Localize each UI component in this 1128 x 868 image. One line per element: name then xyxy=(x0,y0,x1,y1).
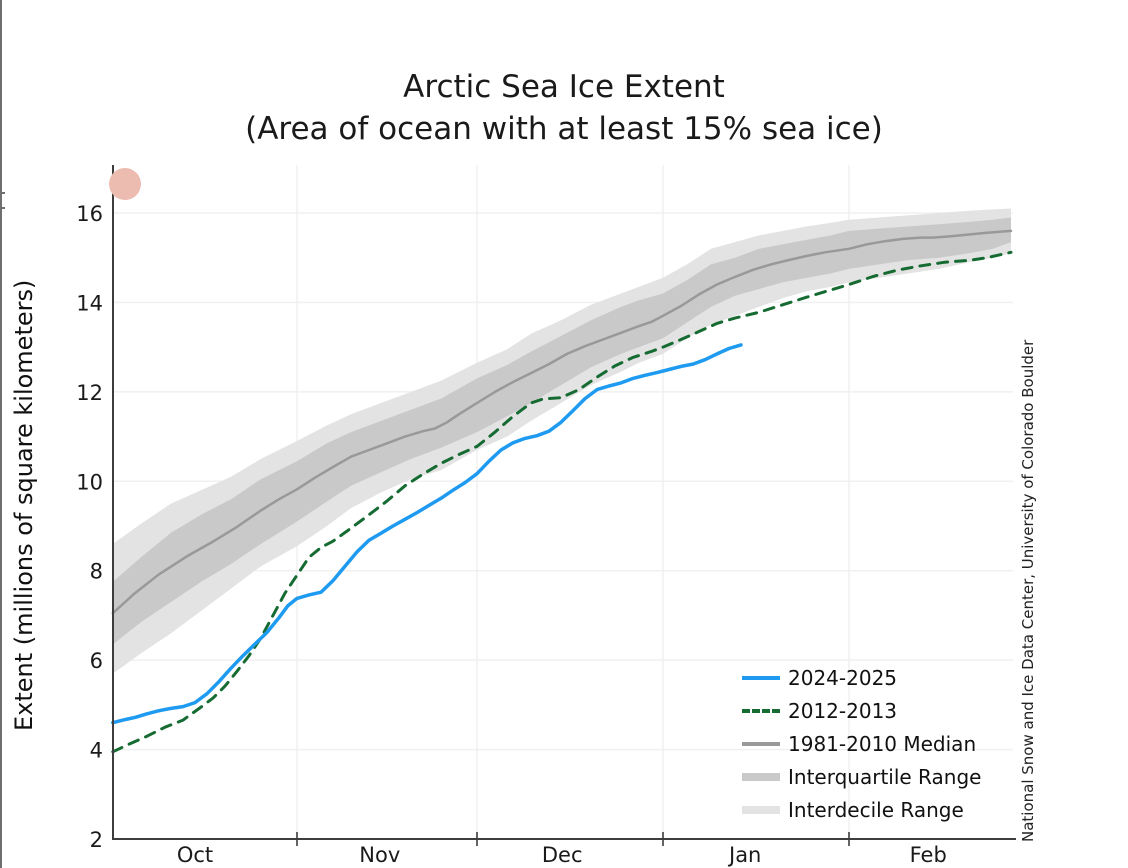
series-line-2024-2025 xyxy=(111,343,743,725)
chart-title: Arctic Sea Ice Extent xyxy=(403,69,725,105)
chart-legend: 2024-2025 2012-2013 1981-2010 Median Interq… xyxy=(742,661,981,826)
window-edge-notch xyxy=(0,207,5,209)
chart-subtitle: (Area of ocean with at least 15% sea ice… xyxy=(245,111,883,147)
legend-swatch xyxy=(742,741,780,746)
interdecile-range-band xyxy=(112,208,1012,674)
y-tick-label: 2 xyxy=(90,828,103,852)
legend-swatch xyxy=(742,675,780,680)
legend-swatch xyxy=(742,708,780,713)
x-tick-label: Jan xyxy=(727,843,761,867)
y-tick-label: 8 xyxy=(90,560,103,584)
x-tick-label: Nov xyxy=(359,843,400,867)
y-tick-label: 6 xyxy=(90,649,103,673)
legend-item-interquartile-range[interactable]: Interquartile Range xyxy=(742,760,981,793)
window-edge-line xyxy=(0,0,2,868)
legend-label: 2012-2013 xyxy=(788,698,898,723)
legend-label: 1981-2010 Median xyxy=(788,731,977,756)
legend-swatch xyxy=(742,772,780,781)
legend-item-interdecile-range[interactable]: Interdecile Range xyxy=(742,793,981,826)
interquartile-range-band xyxy=(112,217,1012,645)
y-tick-label: 16 xyxy=(76,202,103,226)
chart-title-block: Arctic Sea Ice Extent (Area of ocean wit… xyxy=(0,66,1128,150)
x-tick-label: Feb xyxy=(910,843,947,867)
legend-item-2012-2013[interactable]: 2012-2013 xyxy=(742,694,981,727)
y-tick-label: 4 xyxy=(90,739,103,763)
series-line-1981-2010-median xyxy=(111,229,1013,615)
window-edge-notch xyxy=(0,192,5,194)
legend-item-2024-2025[interactable]: 2024-2025 xyxy=(742,661,981,694)
y-tick-label: 12 xyxy=(76,381,103,405)
axes xyxy=(112,165,1016,840)
legend-swatch xyxy=(742,805,780,814)
legend-item-1981-2010-median[interactable]: 1981-2010 Median xyxy=(742,727,981,760)
x-tick-label: Dec xyxy=(542,843,583,867)
x-tick-label: Oct xyxy=(177,843,213,867)
legend-label: Interdecile Range xyxy=(788,797,964,822)
y-tick-label: 10 xyxy=(76,470,103,494)
y-tick-label: 14 xyxy=(76,291,103,315)
legend-label: 2024-2025 xyxy=(788,665,898,690)
legend-label: Interquartile Range xyxy=(788,764,982,789)
series-line-2012-2013 xyxy=(111,250,1013,754)
marker-circle xyxy=(109,168,141,200)
